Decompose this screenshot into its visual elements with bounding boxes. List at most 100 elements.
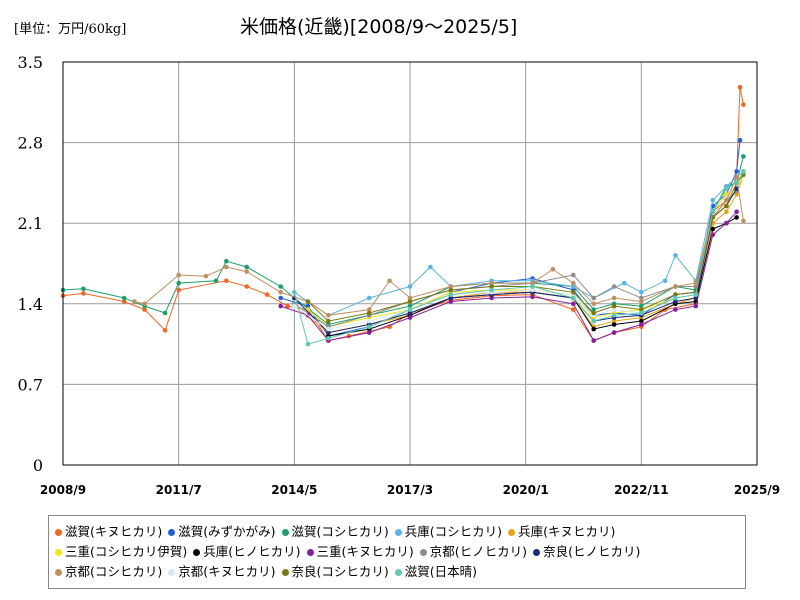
data-point: [407, 284, 413, 289]
data-point: [724, 203, 729, 209]
data-point: [639, 290, 644, 295]
data-point: [366, 318, 372, 324]
legend-marker: [168, 529, 176, 536]
data-point: [407, 299, 413, 304]
x-tick-label: 2017/3: [387, 483, 433, 497]
data-point: [724, 186, 729, 191]
data-point: [292, 290, 297, 295]
data-point: [142, 301, 147, 307]
legend-marker: [394, 529, 402, 536]
series-13: [292, 169, 746, 347]
data-point: [448, 284, 454, 289]
data-point: [737, 138, 743, 143]
data-point: [530, 287, 535, 293]
data-point: [176, 287, 181, 293]
data-point: [121, 295, 127, 301]
x-tick-label: 2020/1: [503, 483, 549, 497]
data-point: [489, 280, 494, 286]
data-point: [639, 295, 644, 301]
data-point: [693, 303, 699, 309]
legend-marker: [55, 529, 62, 536]
data-point: [673, 295, 678, 301]
data-point: [305, 299, 311, 304]
data-point: [366, 310, 372, 316]
data-point: [693, 295, 699, 301]
data-point: [448, 299, 454, 304]
data-point: [530, 280, 535, 286]
data-point: [673, 299, 678, 304]
legend-item: 三重(コシヒカリ伊賀): [55, 543, 187, 561]
data-point: [224, 264, 229, 270]
data-point: [224, 258, 229, 264]
legend-marker: [55, 549, 62, 556]
plot-frame: [62, 61, 758, 466]
data-point: [639, 303, 644, 309]
data-point: [81, 286, 86, 292]
x-tick-label: 2014/5: [271, 483, 317, 497]
data-point: [673, 307, 678, 312]
data-point: [387, 278, 392, 284]
grid-lines: [62, 61, 758, 466]
legend-item: 滋賀(キヌヒカリ): [55, 523, 162, 541]
unit-label: [単位：万円/60kg]: [14, 22, 127, 37]
legend-label: 三重(キヌヒカリ): [316, 544, 414, 559]
data-point: [489, 295, 494, 301]
legend-item: 兵庫(コシヒカリ): [394, 523, 502, 541]
data-point: [571, 290, 576, 295]
legend-label: 奈良(コシヒカリ): [291, 564, 389, 579]
data-point: [407, 303, 413, 309]
data-point: [326, 326, 331, 332]
data-point: [326, 318, 331, 324]
x-tick-label: 2025/9: [734, 483, 780, 497]
data-point: [639, 307, 644, 312]
data-point: [81, 291, 86, 296]
legend-marker: [281, 569, 289, 576]
data-point: [448, 292, 454, 297]
data-point: [428, 264, 433, 270]
legend-item: 三重(キヌヒカリ): [306, 543, 414, 561]
data-point: [571, 272, 576, 278]
data-point: [693, 280, 699, 286]
data-point: [176, 272, 181, 278]
data-point: [121, 299, 127, 304]
data-point: [741, 218, 746, 224]
data-point: [734, 169, 739, 174]
data-point: [724, 197, 729, 203]
data-point: [530, 284, 535, 289]
legend-item: 兵庫(ヒノヒカリ): [193, 543, 301, 561]
legend-label: 奈良(ヒノヒカリ): [543, 544, 641, 559]
legend-label: 京都(コシヒカリ): [65, 564, 163, 579]
data-point: [213, 278, 219, 284]
data-point: [366, 330, 372, 335]
data-point: [611, 313, 617, 318]
data-point: [591, 295, 596, 301]
data-point: [550, 267, 556, 272]
data-point: [639, 310, 644, 316]
legend-marker: [168, 569, 176, 576]
data-point: [611, 322, 617, 327]
data-point: [244, 264, 249, 270]
legend-item: 奈良(コシヒカリ): [281, 563, 389, 581]
data-point: [611, 303, 617, 309]
data-point: [571, 295, 576, 301]
data-point: [662, 278, 668, 284]
data-point: [142, 307, 147, 312]
data-point: [741, 154, 746, 159]
series-lines: [60, 85, 746, 347]
data-point: [710, 226, 716, 232]
data-point: [591, 307, 596, 312]
legend-label: 京都(キヌヒカリ): [178, 564, 276, 579]
data-point: [571, 301, 576, 307]
series-7: [278, 209, 739, 343]
legend-marker: [55, 569, 62, 576]
legend-marker: [419, 549, 427, 556]
data-point: [591, 310, 596, 316]
data-point: [407, 310, 413, 316]
data-point: [622, 280, 627, 286]
data-point: [737, 85, 743, 90]
data-point: [724, 209, 729, 214]
data-point: [326, 313, 331, 318]
data-point: [673, 253, 678, 258]
legend-label: 兵庫(ヒノヒカリ): [203, 544, 301, 559]
legend-label: 滋賀(コシヒカリ): [291, 524, 389, 539]
